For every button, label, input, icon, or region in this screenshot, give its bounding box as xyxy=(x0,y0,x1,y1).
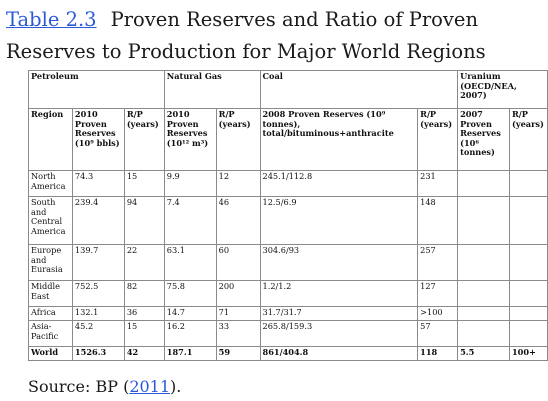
header-petroleum-reserves: 2010 Proven Reserves (10⁹ bbls) xyxy=(71,108,125,171)
cell-uranium-rp xyxy=(508,280,548,307)
cell-uranium-reserves xyxy=(457,196,510,245)
cell-petroleum-reserves: 1526.3 xyxy=(71,346,125,361)
header-gas-reserves: 2010 Proven Reserves (10¹² m³) xyxy=(163,108,217,171)
cell-region: South and Central America xyxy=(28,196,73,245)
cell-petroleum-reserves: 139.7 xyxy=(71,244,125,281)
table-caption: Table 2.3 Proven Reserves and Ratio of Pr… xyxy=(6,4,546,68)
cell-coal-rp: 57 xyxy=(417,320,459,347)
caption-title-line-1: Proven Reserves and Ratio of Proven xyxy=(110,8,479,31)
cell-gas-rp: 12 xyxy=(215,170,261,197)
header-uranium-reserves: 2007 Proven Reserves (10⁶ tonnes) xyxy=(457,108,510,171)
cell-uranium-rp xyxy=(508,170,548,197)
cell-gas-rp: 46 xyxy=(215,196,261,245)
cell-uranium-reserves xyxy=(457,244,510,281)
cell-gas-rp: 71 xyxy=(215,306,261,321)
table-row-total: World 1526.3 42 187.1 59 861/404.8 118 5… xyxy=(28,346,548,361)
cell-coal-reserves: 861/404.8 xyxy=(259,346,419,361)
header-coal-reserves: 2008 Proven Reserves (10⁹ tonnes), total… xyxy=(259,108,419,171)
cell-coal-rp: 148 xyxy=(417,196,459,245)
table-row: North America 74.3 15 9.9 12 245.1/112.8… xyxy=(28,170,548,197)
cell-petroleum-rp: 94 xyxy=(123,196,165,245)
cell-uranium-rp: 100+ xyxy=(508,346,548,361)
group-uranium: Uranium (OECD/NEA, 2007) xyxy=(457,70,548,109)
cell-gas-rp: 60 xyxy=(215,244,261,281)
cell-coal-reserves: 265.8/159.3 xyxy=(259,320,419,347)
cell-petroleum-rp: 15 xyxy=(123,170,165,197)
cell-coal-reserves: 1.2/1.2 xyxy=(259,280,419,307)
cell-uranium-reserves xyxy=(457,320,510,347)
cell-coal-rp: 118 xyxy=(417,346,459,361)
cell-uranium-reserves xyxy=(457,306,510,321)
source-note: Source: BP (2011). xyxy=(28,376,181,398)
cell-region: World xyxy=(28,346,73,361)
cell-uranium-reserves xyxy=(457,170,510,197)
cell-petroleum-reserves: 74.3 xyxy=(71,170,125,197)
cell-gas-rp: 33 xyxy=(215,320,261,347)
cell-petroleum-rp: 15 xyxy=(123,320,165,347)
cell-gas-reserves: 7.4 xyxy=(163,196,217,245)
cell-petroleum-rp: 36 xyxy=(123,306,165,321)
cell-region: Asia-Pacific xyxy=(28,320,73,347)
cell-petroleum-rp: 22 xyxy=(123,244,165,281)
cell-uranium-rp xyxy=(508,244,548,281)
group-coal: Coal xyxy=(259,70,459,109)
cell-gas-rp: 200 xyxy=(215,280,261,307)
source-suffix: ). xyxy=(170,377,182,396)
cell-region: North America xyxy=(28,170,73,197)
cell-coal-rp: 257 xyxy=(417,244,459,281)
cell-petroleum-reserves: 45.2 xyxy=(71,320,125,347)
cell-gas-rp: 59 xyxy=(215,346,261,361)
cell-gas-reserves: 16.2 xyxy=(163,320,217,347)
header-uranium-rp: R/P (years) xyxy=(508,108,548,171)
cell-uranium-reserves: 5.5 xyxy=(457,346,510,361)
cell-gas-reserves: 9.9 xyxy=(163,170,217,197)
table-row: Europe and Eurasia 139.7 22 63.1 60 304.… xyxy=(28,244,548,281)
cell-coal-rp: >100 xyxy=(417,306,459,321)
header-region: Region xyxy=(28,108,73,171)
cell-gas-reserves: 187.1 xyxy=(163,346,217,361)
cell-gas-reserves: 14.7 xyxy=(163,306,217,321)
cell-region: Africa xyxy=(28,306,73,321)
source-year-link[interactable]: 2011 xyxy=(129,377,171,396)
source-prefix: Source: BP ( xyxy=(28,377,130,396)
group-header-row: Petroleum Natural Gas Coal Uranium (OECD… xyxy=(28,70,548,109)
cell-gas-reserves: 75.8 xyxy=(163,280,217,307)
table-row: Asia-Pacific 45.2 15 16.2 33 265.8/159.3… xyxy=(28,320,548,347)
table-row: South and Central America 239.4 94 7.4 4… xyxy=(28,196,548,245)
cell-uranium-rp xyxy=(508,196,548,245)
cell-coal-reserves: 245.1/112.8 xyxy=(259,170,419,197)
cell-region: Middle East xyxy=(28,280,73,307)
cell-gas-reserves: 63.1 xyxy=(163,244,217,281)
reserves-table: Petroleum Natural Gas Coal Uranium (OECD… xyxy=(28,70,548,361)
table-container: Petroleum Natural Gas Coal Uranium (OECD… xyxy=(28,70,548,372)
cell-uranium-rp xyxy=(508,320,548,347)
cell-petroleum-reserves: 752.5 xyxy=(71,280,125,307)
cell-coal-rp: 231 xyxy=(417,170,459,197)
caption-title-line-2: Reserves to Production for Major World R… xyxy=(6,40,486,63)
header-gas-rp: R/P (years) xyxy=(215,108,261,171)
column-header-row: Region 2010 Proven Reserves (10⁹ bbls) R… xyxy=(28,108,548,171)
cell-coal-reserves: 304.6/93 xyxy=(259,244,419,281)
caption-line-2: Reserves to Production for Major World R… xyxy=(6,36,546,68)
cell-region: Europe and Eurasia xyxy=(28,244,73,281)
cell-petroleum-rp: 42 xyxy=(123,346,165,361)
cell-coal-reserves: 12.5/6.9 xyxy=(259,196,419,245)
cell-coal-rp: 127 xyxy=(417,280,459,307)
group-petroleum: Petroleum xyxy=(28,70,165,109)
table-number-link[interactable]: Table 2.3 xyxy=(6,8,97,31)
cell-petroleum-rp: 82 xyxy=(123,280,165,307)
header-coal-rp: R/P (years) xyxy=(417,108,459,171)
header-petroleum-rp: R/P (years) xyxy=(123,108,165,171)
table-row: Middle East 752.5 82 75.8 200 1.2/1.2 12… xyxy=(28,280,548,307)
cell-petroleum-reserves: 132.1 xyxy=(71,306,125,321)
table-row: Africa 132.1 36 14.7 71 31.7/31.7 >100 xyxy=(28,306,548,321)
cell-coal-reserves: 31.7/31.7 xyxy=(259,306,419,321)
cell-uranium-reserves xyxy=(457,280,510,307)
group-natural-gas: Natural Gas xyxy=(163,70,261,109)
caption-line-1: Table 2.3 Proven Reserves and Ratio of Pr… xyxy=(6,4,546,36)
cell-petroleum-reserves: 239.4 xyxy=(71,196,125,245)
cell-uranium-rp xyxy=(508,306,548,321)
